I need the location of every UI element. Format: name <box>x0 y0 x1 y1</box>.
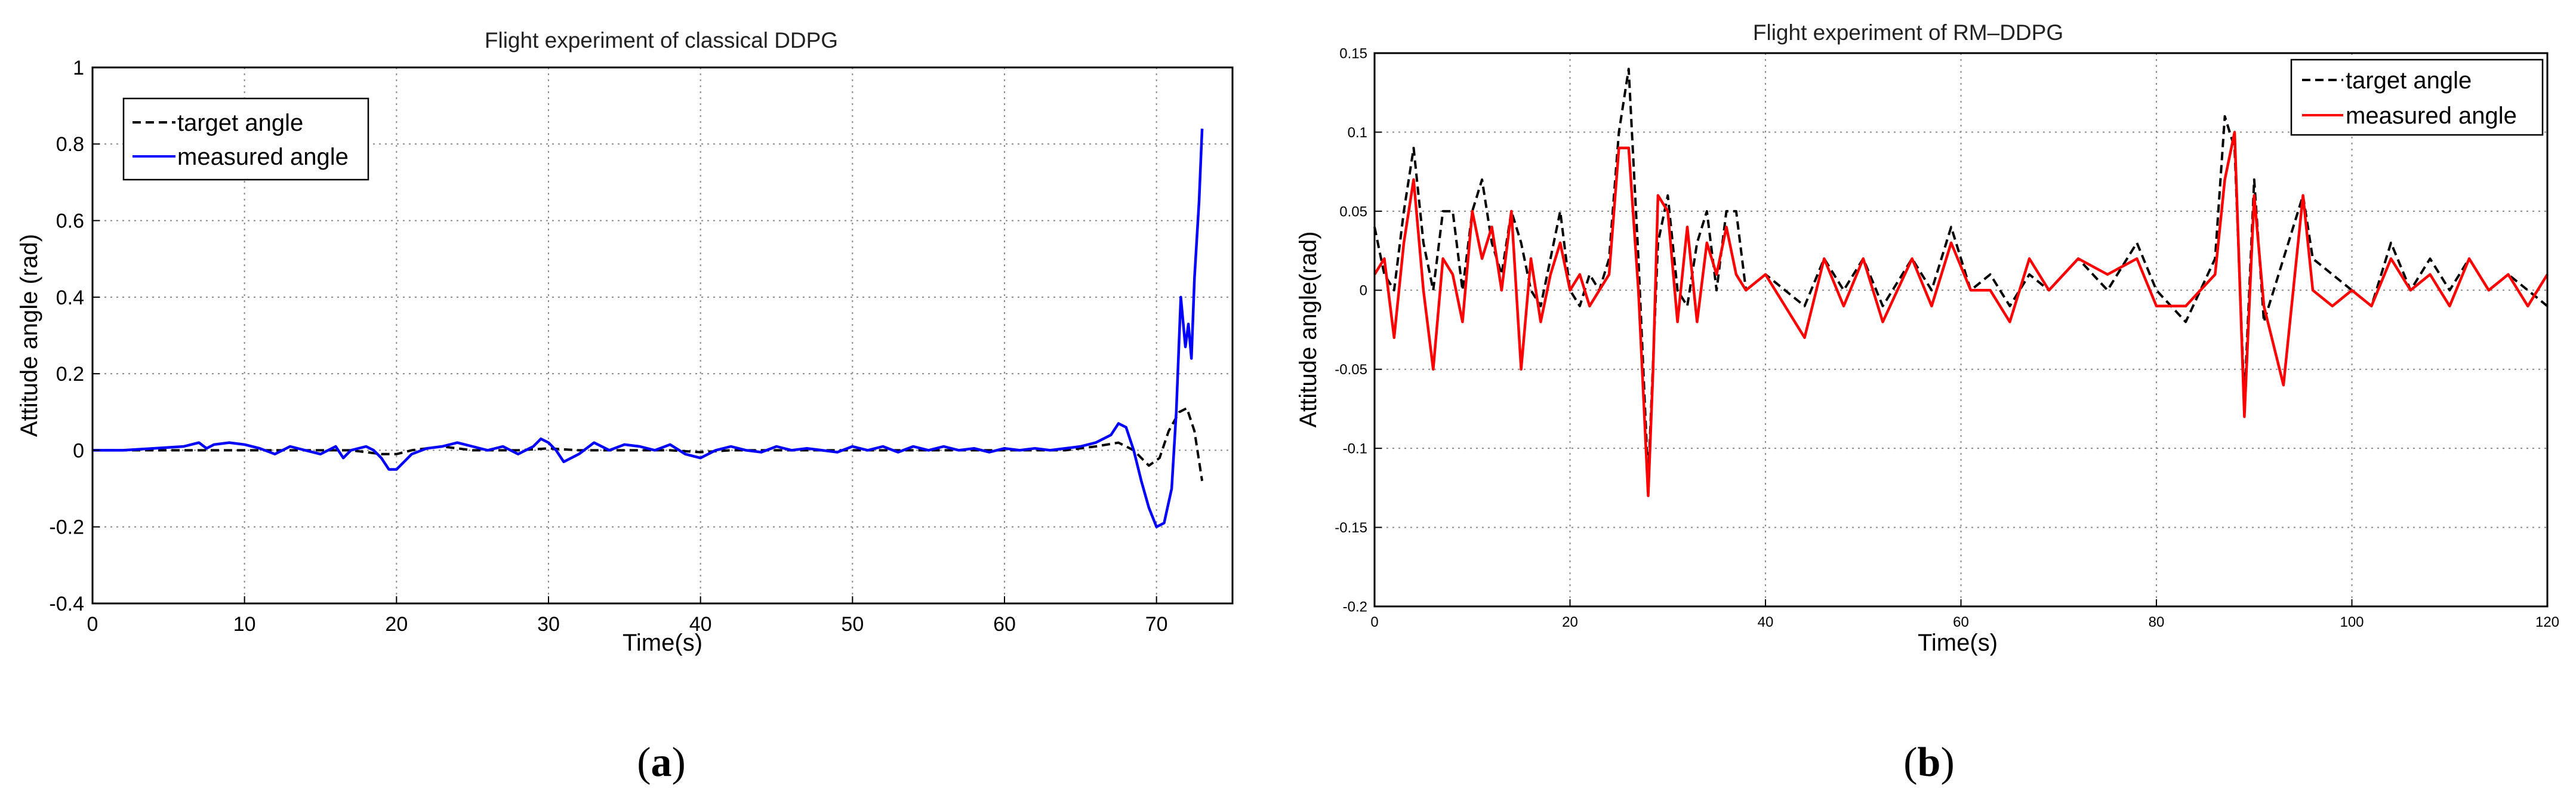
chart-a-legend-target: target angle <box>177 110 303 136</box>
chart-a-ytick-label: 0 <box>73 439 84 462</box>
chart-b-legend-target: target angle <box>2346 67 2472 94</box>
chart-a-series <box>93 128 1204 528</box>
chart-panel-a: Flight experiment of classical DDPG 0 10 2… <box>16 28 1234 656</box>
chart-b-ytick-label: 0 <box>1360 283 1367 299</box>
chart-a-ytick-label: -0.4 <box>49 593 84 615</box>
chart-b-ytick-label: -0.2 <box>1343 599 1367 615</box>
chart-a-xtick-label: 20 <box>385 613 408 636</box>
chart-a-ylabel: Attitude angle (rad) <box>16 234 42 437</box>
chart-b-ticks: 0 20 40 60 80 100 120 -0.2 -0.15 -0.1 -0.05 0 0.05 0.… <box>1335 45 2559 630</box>
chart-a-ytick-label: 0.6 <box>56 210 84 232</box>
chart-a-series-target-line <box>93 406 1204 482</box>
chart-b-legend-box <box>2290 58 2544 136</box>
chart-a-xtick-label: 60 <box>993 613 1016 636</box>
chart-a-xlabel: Time(s) <box>623 630 702 656</box>
chart-a-xtick-label: 10 <box>233 613 256 636</box>
caption-a: (a) <box>637 740 686 785</box>
chart-a-ytick-label: 1 <box>73 57 84 79</box>
chart-b-series <box>1373 67 2549 497</box>
chart-b-xtick-label: 60 <box>1953 614 1969 630</box>
chart-b-xtick-label: 40 <box>1758 614 1774 630</box>
caption-b: (b) <box>1903 740 1955 785</box>
chart-a-xtick-label: 0 <box>87 613 98 636</box>
chart-b-legend: target angle measured angle <box>2290 58 2544 136</box>
chart-b-ylabel: Attitude angle(rad) <box>1295 231 1321 427</box>
chart-a-legend-box <box>122 97 369 181</box>
chart-b-ytick-label: -0.15 <box>1335 520 1367 536</box>
chart-b-title: Flight experiment of RM–DDPG <box>1753 20 2063 45</box>
chart-b-xtick-label: 80 <box>2149 614 2165 630</box>
chart-b-plot-frame <box>1373 52 2549 608</box>
chart-b-ytick-label: 0.1 <box>1348 125 1367 141</box>
chart-b-ytick-label: 0.15 <box>1339 45 1367 61</box>
svg-text:(b): (b) <box>1903 740 1955 785</box>
chart-a-ytick-label: 0.8 <box>56 133 84 156</box>
chart-a-xtick-label: 40 <box>689 613 712 636</box>
chart-b-series-target-line <box>1373 67 2549 482</box>
chart-a-xtick-label: 70 <box>1145 613 1168 636</box>
chart-a-ytick-label: 0.4 <box>56 286 84 309</box>
chart-b-ytick-label: -0.05 <box>1335 362 1367 378</box>
chart-b-grid <box>1375 53 2548 606</box>
chart-b-ytick-label: -0.1 <box>1343 441 1367 457</box>
chart-a-ticks: 0 10 20 30 40 50 60 70 -0.4 -0.2 0 0.2 0.4 0.6 0.8 1 <box>49 57 1167 636</box>
chart-a-legend-measured: measured angle <box>177 144 349 170</box>
chart-a-xtick-label: 50 <box>841 613 864 636</box>
chart-a-series-measured-line <box>93 128 1204 528</box>
chart-b-series-measured-line <box>1373 131 2549 497</box>
chart-b-legend-measured: measured angle <box>2346 103 2517 129</box>
chart-a-ytick-label: -0.2 <box>49 516 84 539</box>
chart-a-plot-frame <box>91 66 1234 605</box>
chart-b-xtick-label: 0 <box>1370 614 1378 630</box>
caption-b-letter: b <box>1918 740 1941 785</box>
chart-a-legend: target angle measured angle <box>122 97 369 181</box>
chart-b-xtick-label: 120 <box>2535 614 2559 630</box>
chart-b-xlabel: Time(s) <box>1918 630 1998 656</box>
chart-b-xtick-label: 100 <box>2340 614 2364 630</box>
chart-a-ytick-label: 0.2 <box>56 363 84 386</box>
chart-b-xtick-label: 20 <box>1562 614 1578 630</box>
caption-a-letter: a <box>651 740 672 785</box>
chart-panel-b: Flight experiment of RM–DDPG 0 20 40 60 80 10… <box>1295 20 2559 656</box>
chart-a-xtick-label: 30 <box>537 613 560 636</box>
svg-text:(a): (a) <box>637 740 686 785</box>
chart-a-title: Flight experiment of classical DDPG <box>485 28 838 53</box>
chart-b-ytick-label: 0.05 <box>1339 204 1367 220</box>
